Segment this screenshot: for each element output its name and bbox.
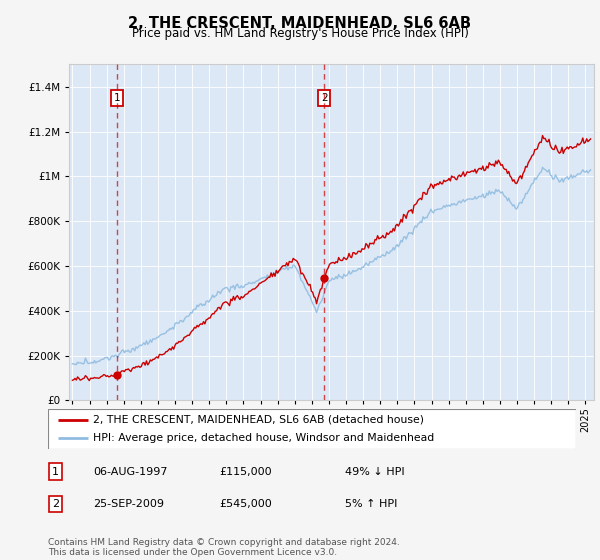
Text: 1: 1 <box>113 93 120 103</box>
Text: 5% ↑ HPI: 5% ↑ HPI <box>345 499 397 509</box>
Text: 25-SEP-2009: 25-SEP-2009 <box>93 499 164 509</box>
Text: 2, THE CRESCENT, MAIDENHEAD, SL6 6AB: 2, THE CRESCENT, MAIDENHEAD, SL6 6AB <box>128 16 472 31</box>
Text: £545,000: £545,000 <box>219 499 272 509</box>
Text: £115,000: £115,000 <box>219 466 272 477</box>
Text: 1: 1 <box>52 466 59 477</box>
FancyBboxPatch shape <box>48 409 576 449</box>
Text: Price paid vs. HM Land Registry's House Price Index (HPI): Price paid vs. HM Land Registry's House … <box>131 27 469 40</box>
Text: 06-AUG-1997: 06-AUG-1997 <box>93 466 167 477</box>
Text: 2, THE CRESCENT, MAIDENHEAD, SL6 6AB (detached house): 2, THE CRESCENT, MAIDENHEAD, SL6 6AB (de… <box>93 415 424 424</box>
Text: HPI: Average price, detached house, Windsor and Maidenhead: HPI: Average price, detached house, Wind… <box>93 433 434 443</box>
Text: Contains HM Land Registry data © Crown copyright and database right 2024.
This d: Contains HM Land Registry data © Crown c… <box>48 538 400 557</box>
Text: 2: 2 <box>52 499 59 509</box>
Text: 49% ↓ HPI: 49% ↓ HPI <box>345 466 404 477</box>
Text: 2: 2 <box>321 93 328 103</box>
